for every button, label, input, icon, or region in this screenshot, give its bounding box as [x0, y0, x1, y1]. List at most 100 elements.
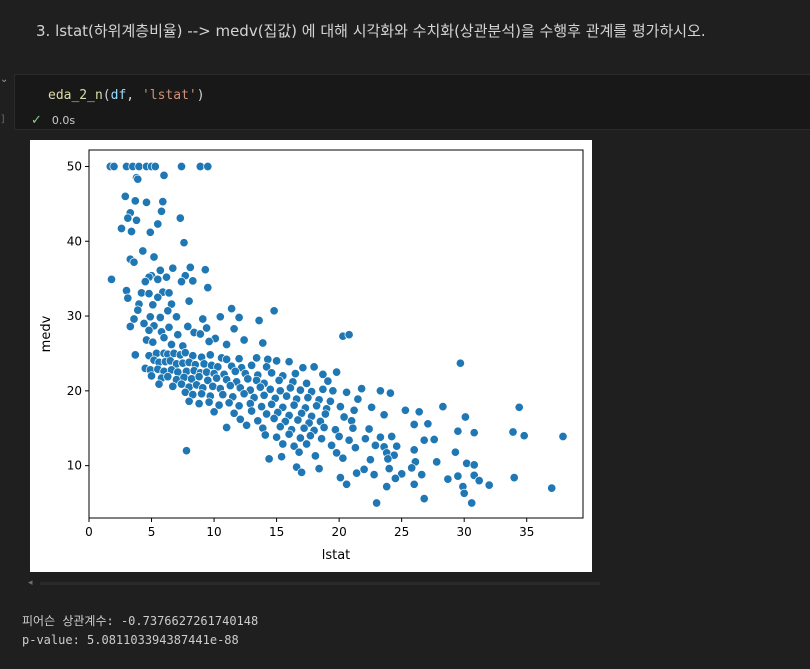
data-point [332, 367, 342, 377]
data-point [272, 356, 282, 366]
data-point [255, 382, 265, 392]
data-point [159, 333, 169, 343]
data-point [409, 419, 419, 430]
markdown-heading: 3. lstat(하위계층비율) --> medv(집값) 에 대해 시각화와 … [36, 22, 706, 40]
data-point [188, 276, 198, 286]
data-point [429, 434, 439, 445]
data-point [212, 373, 222, 383]
code-argument-string: 'lstat' [141, 88, 197, 103]
data-point [242, 420, 252, 430]
scroll-left-arrow-icon[interactable]: ◂ [28, 578, 33, 588]
data-point [225, 381, 235, 391]
data-point [123, 293, 133, 303]
data-point [195, 329, 205, 339]
data-point [106, 274, 117, 284]
data-point [547, 483, 557, 493]
data-point [227, 304, 237, 314]
data-point [198, 314, 208, 324]
data-point [239, 335, 249, 345]
data-point [148, 300, 158, 310]
data-point [443, 474, 453, 484]
plot-output: 0 5 10 15 20 25 30 35 10 20 30 40 50 lstat medv [30, 140, 592, 572]
data-point [222, 422, 232, 433]
data-point [156, 206, 167, 216]
data-point [334, 431, 344, 442]
data-point [121, 286, 132, 296]
data-point [203, 375, 213, 385]
horizontal-scrollbar[interactable] [40, 582, 600, 585]
data-point [262, 362, 272, 372]
data-point [109, 161, 119, 172]
data-point [342, 387, 352, 397]
data-point [146, 371, 157, 381]
data-point [278, 439, 288, 449]
data-point [282, 391, 292, 401]
data-point [353, 394, 363, 404]
data-point [327, 440, 337, 450]
data-point [234, 401, 244, 411]
data-point [235, 414, 245, 424]
data-point [357, 384, 367, 394]
data-point [318, 369, 328, 379]
data-point [229, 324, 239, 334]
points-layer [105, 161, 568, 508]
data-point [407, 463, 417, 473]
data-point [138, 246, 148, 256]
data-point [323, 376, 333, 386]
data-point [469, 428, 479, 438]
data-point [154, 379, 164, 389]
data-point [335, 473, 345, 483]
data-point [120, 191, 130, 201]
code-cell[interactable]: eda_2_n(df, 'lstat') ✓ 0.0s [14, 74, 810, 130]
data-point [139, 318, 149, 329]
data-point [295, 385, 305, 395]
data-point [314, 464, 324, 474]
data-point [335, 402, 345, 412]
data-point [150, 161, 160, 172]
data-point [285, 383, 295, 393]
code-comma: , [126, 88, 142, 103]
data-point [370, 440, 380, 450]
data-point [116, 223, 127, 234]
data-point [342, 479, 352, 489]
data-point [195, 161, 205, 172]
data-point [204, 397, 214, 407]
code-open-paren: ( [102, 88, 111, 103]
data-point [382, 482, 392, 492]
data-point [158, 197, 168, 207]
data-point [145, 227, 155, 237]
data-point [234, 354, 244, 364]
data-point [294, 447, 304, 457]
data-point [252, 353, 262, 363]
y-tick-label: 30 [67, 309, 82, 323]
data-point [155, 312, 165, 323]
data-point [130, 350, 140, 360]
data-point [180, 387, 190, 397]
data-point [347, 416, 357, 426]
data-point [222, 354, 232, 364]
data-point [332, 448, 342, 458]
data-point [214, 400, 224, 410]
data-point [474, 476, 484, 486]
data-point [290, 369, 300, 379]
x-tick-label: 25 [394, 525, 409, 539]
data-point [176, 379, 187, 389]
data-point [272, 432, 282, 442]
data-point [419, 494, 429, 504]
data-point [202, 323, 212, 333]
data-point [153, 292, 163, 302]
data-point [453, 471, 463, 481]
data-point [484, 480, 494, 490]
data-point [302, 378, 312, 388]
collapse-chevron-icon[interactable]: ⌄ [0, 74, 9, 85]
data-point [289, 441, 299, 451]
data-point [149, 252, 159, 262]
data-point [141, 197, 152, 207]
data-point [284, 357, 294, 367]
data-point [417, 470, 427, 480]
data-point [400, 405, 410, 415]
code-editor-line[interactable]: eda_2_n(df, 'lstat') [48, 88, 205, 103]
data-point [305, 431, 315, 441]
data-point [173, 330, 183, 340]
data-point [175, 213, 185, 223]
